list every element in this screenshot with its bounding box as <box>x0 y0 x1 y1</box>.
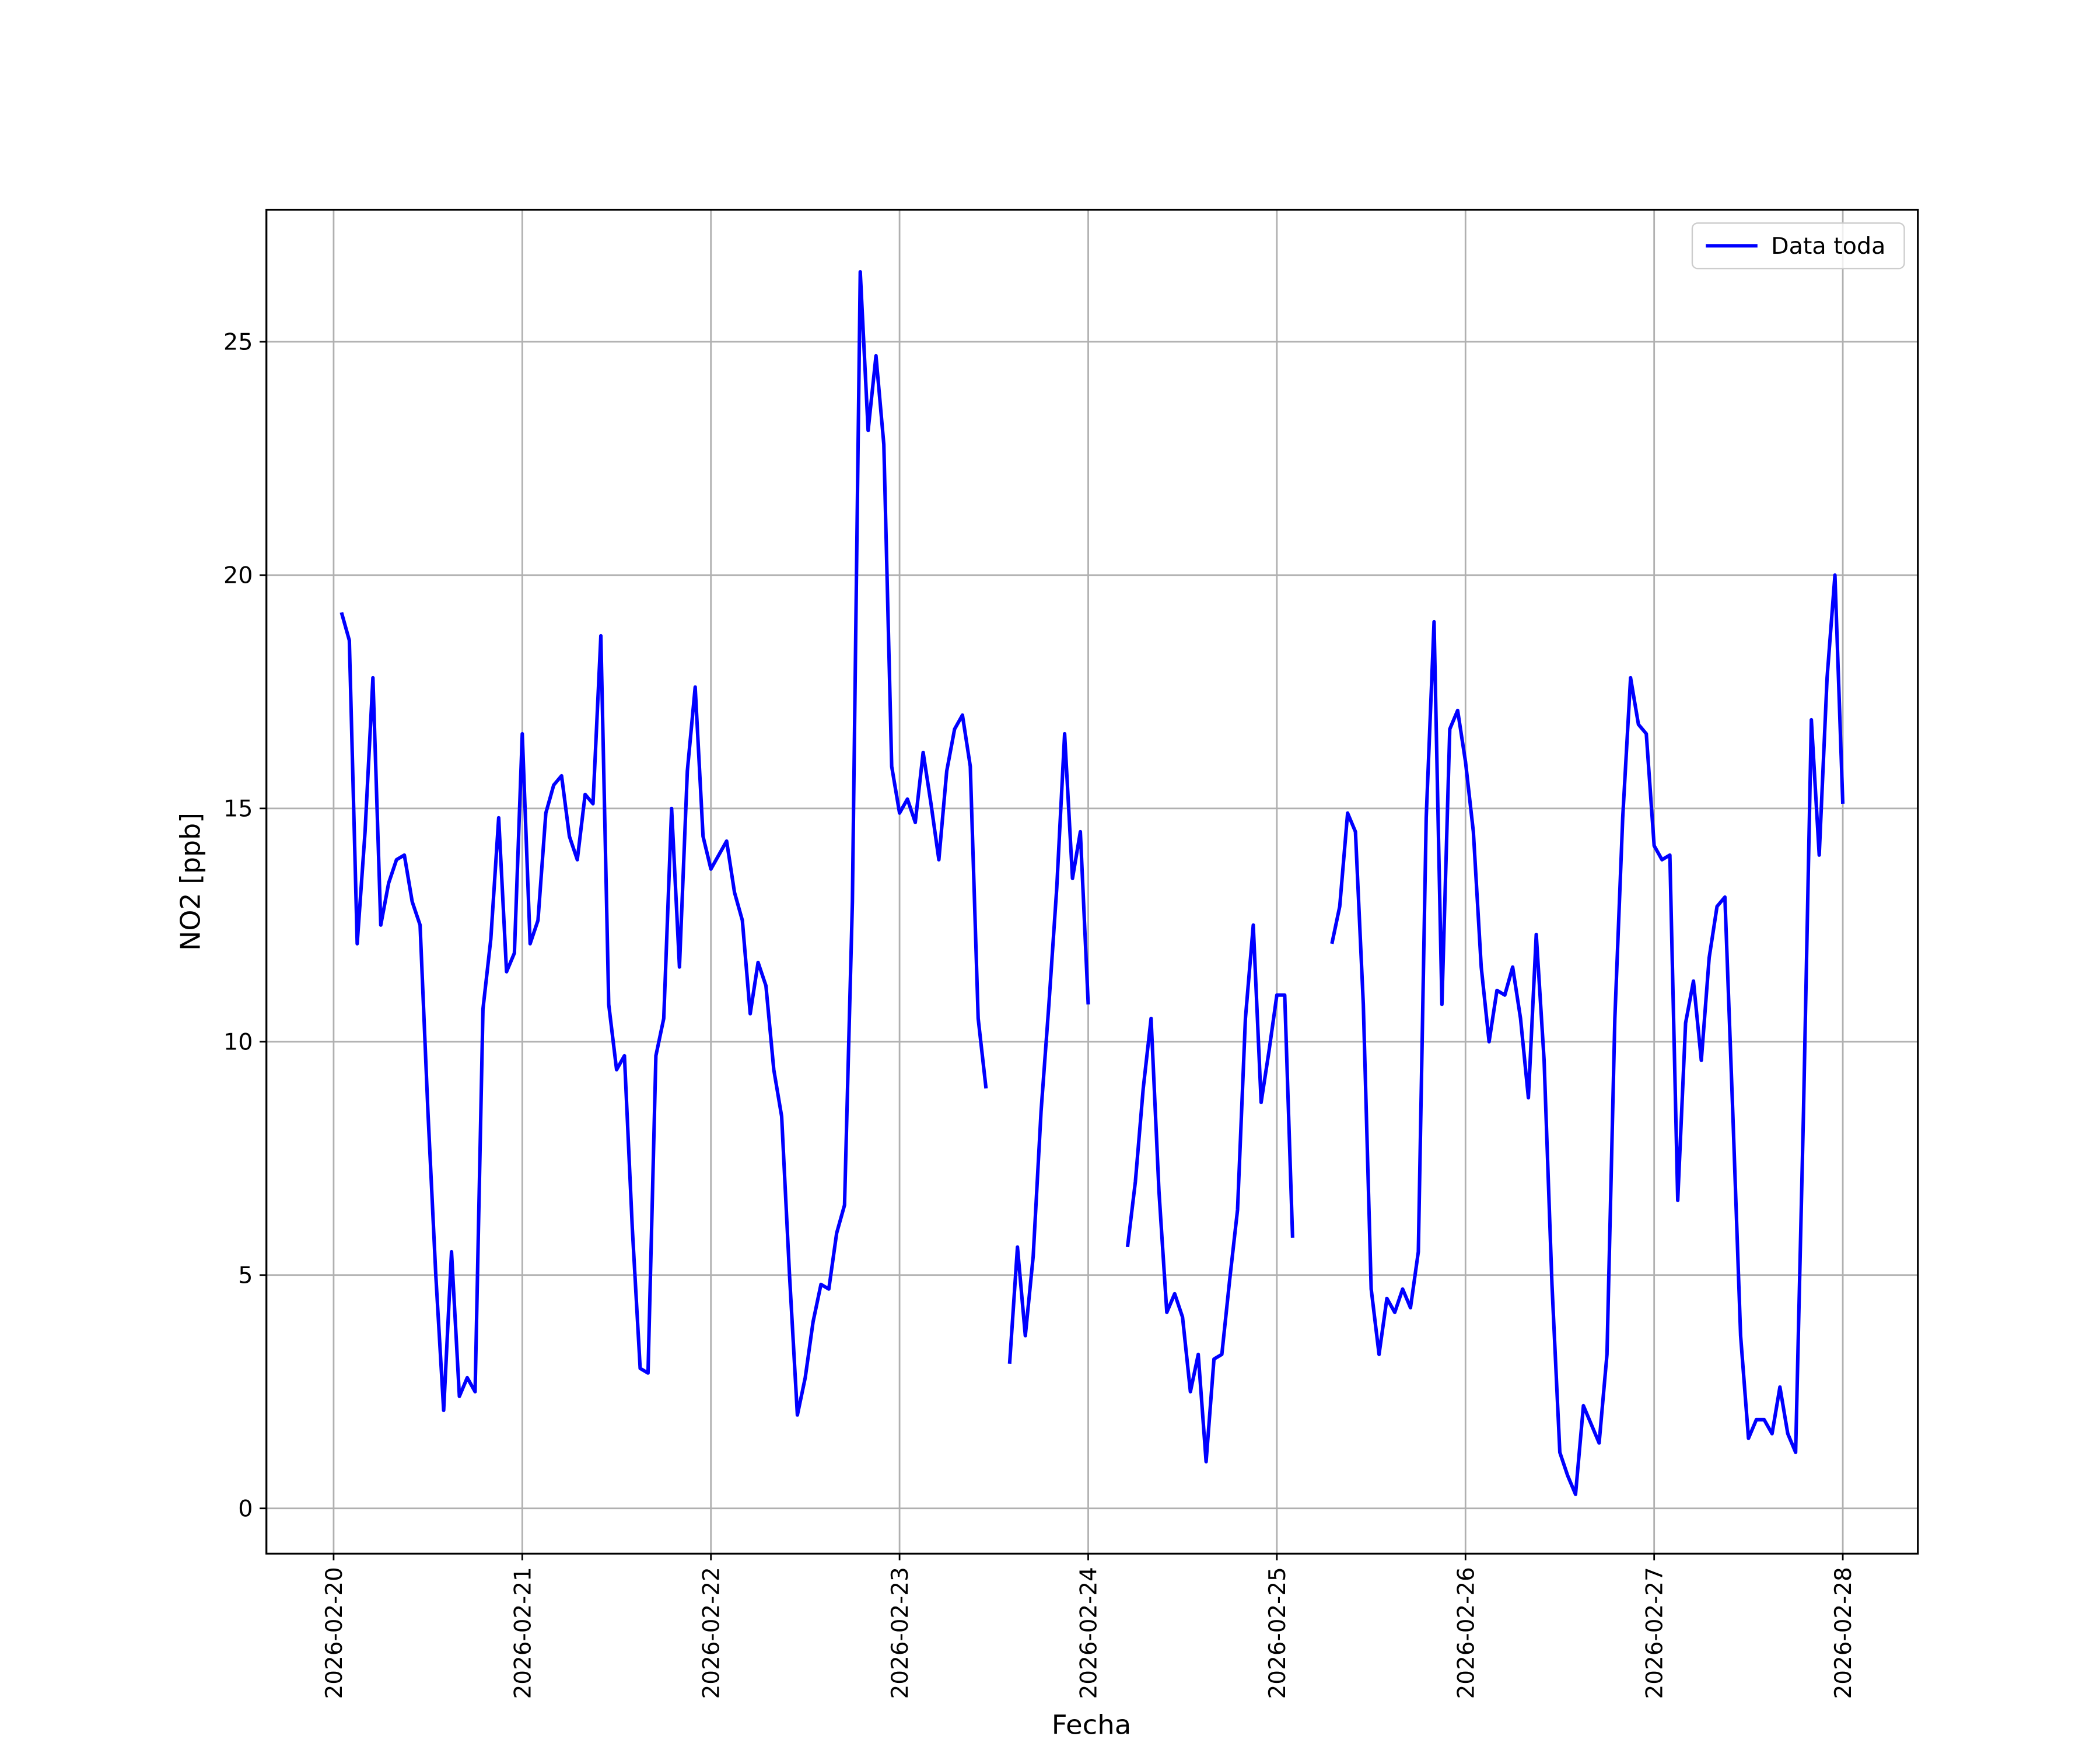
legend-box <box>1691 222 1905 270</box>
x-tick-label: 2026-02-20 <box>321 1567 348 1699</box>
x-tick-label: 2026-02-27 <box>1642 1567 1668 1699</box>
y-tick-label: 5 <box>238 1263 253 1289</box>
y-tick-label: 10 <box>223 1030 253 1056</box>
plot-frame <box>265 208 1919 1555</box>
data-line <box>340 270 988 1417</box>
y-tick-label: 15 <box>223 796 253 822</box>
x-tick-label: 2026-02-28 <box>1831 1567 1857 1699</box>
x-tick-label: 2026-02-25 <box>1265 1567 1291 1699</box>
y-tick-label: 0 <box>238 1496 253 1522</box>
data-line <box>1007 732 1090 1364</box>
data-line <box>1125 923 1294 1464</box>
data-line <box>1330 573 1845 1496</box>
x-axis-label: Fecha <box>1052 1709 1132 1741</box>
x-tick-label: 2026-02-22 <box>698 1567 724 1699</box>
legend-label: Data toda <box>1771 233 1885 260</box>
y-axis-label: NO2 [ppb] <box>174 813 206 951</box>
y-tick-label: 25 <box>223 330 253 356</box>
x-tick-label: 2026-02-26 <box>1453 1567 1479 1699</box>
x-tick-label: 2026-02-23 <box>887 1567 914 1699</box>
x-tick-label: 2026-02-24 <box>1076 1567 1102 1699</box>
x-tick-label: 2026-02-21 <box>510 1567 536 1699</box>
y-tick-label: 20 <box>223 563 253 589</box>
legend: Data toda <box>1691 222 1905 270</box>
